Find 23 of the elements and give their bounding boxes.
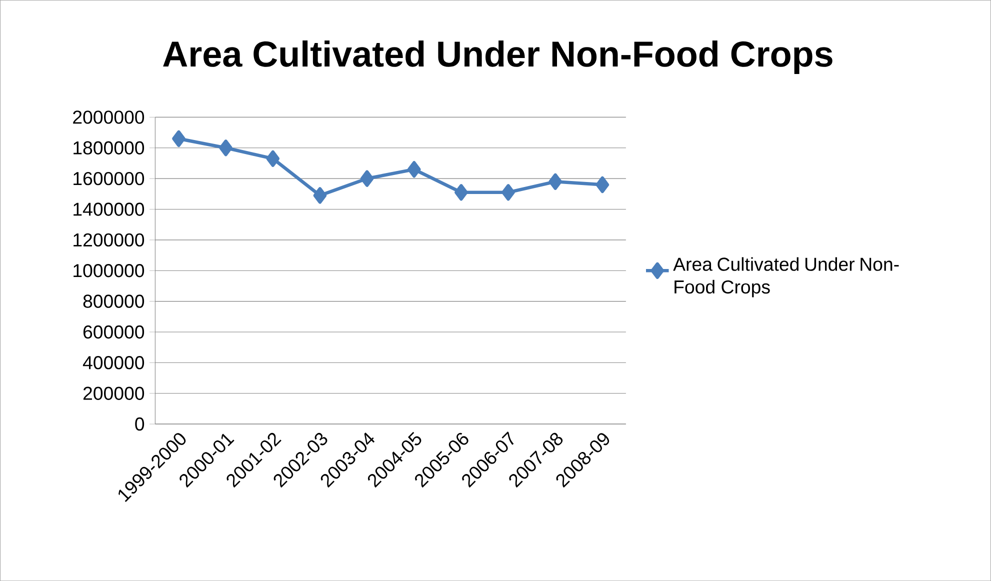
point xyxy=(502,184,515,201)
y-tick-label: 1400000 xyxy=(74,202,144,216)
y-tick-label: 1000000 xyxy=(74,264,144,278)
point xyxy=(313,187,327,204)
point xyxy=(407,160,421,178)
point xyxy=(219,139,232,156)
y-tick-label: 400000 xyxy=(82,356,144,370)
y-tick-label: 2000000 xyxy=(73,110,144,124)
point xyxy=(360,170,374,187)
y-tick-label: 1600000 xyxy=(74,172,144,186)
point xyxy=(266,150,280,167)
point xyxy=(454,184,468,201)
legend-label: Area Cultivated Under Non-Food Crops xyxy=(673,257,899,298)
y-tick-label: 200000 xyxy=(83,386,144,400)
y-tick-label: 600000 xyxy=(83,325,144,338)
point xyxy=(548,173,562,190)
y-tick-label: 800000 xyxy=(83,294,144,308)
point xyxy=(172,130,186,147)
chart-title: Area Cultivated Under Non-Food Crops xyxy=(163,40,832,74)
y-tick-label: 1800000 xyxy=(74,141,144,154)
point xyxy=(596,176,610,193)
y-tick-label: 0 xyxy=(135,417,144,431)
y-tick-label: 1200000 xyxy=(74,233,144,246)
